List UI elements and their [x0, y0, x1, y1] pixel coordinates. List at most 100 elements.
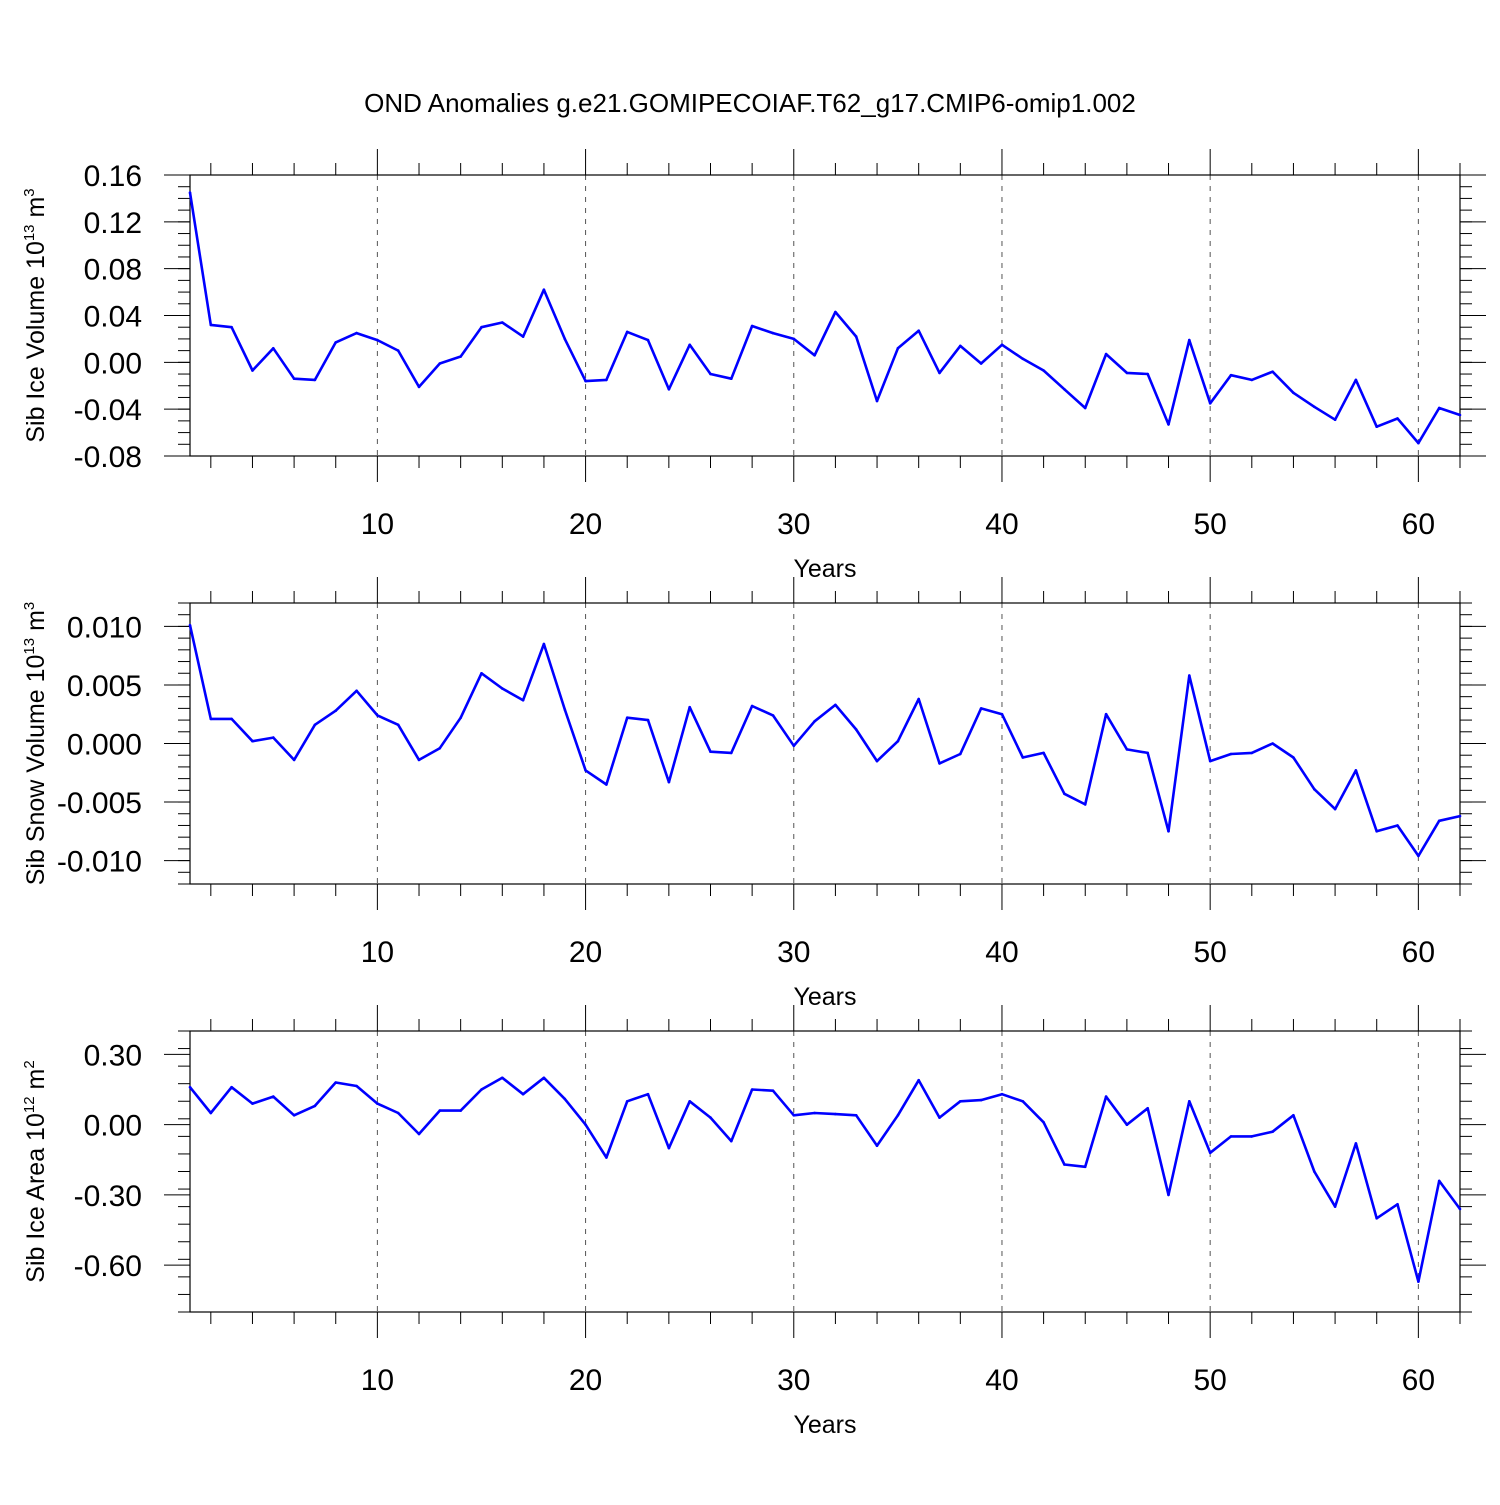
chart-title: OND Anomalies g.e21.GOMIPECOIAF.T62_g17.… — [364, 88, 1136, 118]
data-point — [396, 349, 400, 352]
data-point — [376, 714, 379, 717]
x-tick-label: 10 — [361, 508, 394, 541]
data-point — [771, 331, 775, 335]
data-point — [376, 1102, 379, 1105]
x-tick-label: 60 — [1402, 1364, 1435, 1397]
data-point — [771, 714, 775, 717]
data-point — [1208, 1151, 1212, 1155]
data-point — [417, 758, 421, 762]
data-point — [1083, 1165, 1087, 1169]
data-point — [938, 1116, 941, 1119]
data-point — [438, 1109, 442, 1112]
data-point — [667, 780, 671, 784]
y-tick-label: -0.08 — [74, 441, 142, 474]
data-point — [854, 335, 858, 338]
data-point — [1333, 1205, 1337, 1208]
y-tick-label: -0.60 — [74, 1250, 142, 1283]
y-tick-label: -0.010 — [57, 846, 142, 879]
y-tick-label: 0.04 — [84, 301, 142, 334]
data-point — [459, 1109, 463, 1112]
data-point — [1375, 425, 1378, 429]
data-point — [938, 762, 941, 765]
data-point — [979, 362, 983, 365]
data-point — [313, 1104, 317, 1108]
series-line-sib-ice-volume — [188, 192, 1461, 445]
y-tick-label: 0.005 — [67, 670, 142, 703]
data-point — [813, 1111, 816, 1115]
data-point — [292, 1114, 296, 1117]
data-point — [1375, 830, 1378, 833]
data-point — [563, 337, 567, 341]
data-point — [1063, 792, 1066, 796]
data-point — [1146, 372, 1149, 376]
data-point — [521, 1092, 525, 1096]
x-tick-label: 20 — [569, 936, 602, 969]
data-point — [1104, 352, 1108, 356]
data-point — [188, 191, 192, 194]
data-point — [959, 1100, 962, 1103]
data-point — [355, 689, 358, 693]
data-point — [251, 369, 254, 372]
data-point — [542, 1076, 546, 1080]
panel-2: 10 20 30 40 50 60 -0.010 -0.005 0.000 0.005 0.010 Y… — [21, 577, 1486, 1011]
x-tick-label: 20 — [569, 508, 602, 541]
data-point — [1333, 807, 1337, 811]
x-tick-label: 30 — [777, 508, 810, 541]
data-point — [1125, 371, 1129, 375]
data-point — [1188, 674, 1191, 677]
data-point — [501, 687, 504, 690]
data-point — [813, 720, 816, 723]
data-point — [1271, 742, 1274, 745]
data-point — [563, 708, 567, 711]
data-point — [1458, 1207, 1462, 1211]
data-point — [1188, 338, 1191, 342]
data-point — [1083, 803, 1087, 806]
data-point — [917, 1078, 920, 1082]
x-tick-label: 10 — [361, 1364, 394, 1397]
data-point — [1292, 391, 1295, 395]
data-point — [1021, 1100, 1025, 1103]
data-point — [230, 1085, 233, 1089]
data-point — [1354, 769, 1358, 772]
data-point — [1000, 343, 1004, 347]
data-point — [896, 739, 900, 743]
data-point — [501, 1076, 504, 1080]
data-point — [376, 338, 379, 342]
data-point — [521, 698, 525, 702]
data-point — [1417, 441, 1420, 445]
data-point — [875, 1144, 879, 1147]
data-point — [750, 324, 754, 328]
data-point — [1146, 751, 1149, 755]
data-point — [1188, 1100, 1191, 1103]
x-tick-label: 10 — [361, 936, 394, 969]
data-point — [1042, 369, 1045, 372]
data-point — [959, 752, 962, 756]
data-point — [1125, 748, 1129, 751]
y-axis-label: Sib Snow Volume 1013 m3 — [21, 602, 50, 886]
data-point — [584, 1123, 587, 1126]
data-point — [1104, 1095, 1108, 1098]
data-point — [1250, 1135, 1254, 1138]
data-point — [1250, 751, 1254, 755]
data-point — [875, 759, 879, 763]
data-point — [396, 723, 400, 727]
data-point — [1021, 756, 1025, 759]
data-point — [1208, 402, 1212, 405]
data-point — [209, 1111, 213, 1115]
data-point — [188, 623, 192, 627]
data-point — [688, 705, 691, 709]
data-point — [1313, 1170, 1316, 1173]
data-point — [272, 736, 275, 739]
data-point — [917, 329, 920, 333]
data-point — [1229, 1135, 1233, 1138]
data-point — [1396, 417, 1399, 420]
y-tick-label: 0.16 — [84, 160, 142, 193]
x-tick-label: 60 — [1402, 508, 1435, 541]
data-point — [625, 1100, 629, 1103]
y-axis-label-exponent: 13 — [21, 224, 38, 241]
data-point — [1417, 1280, 1420, 1283]
y-axis-label-exponent: 12 — [21, 1096, 38, 1113]
y-axis-label-unit: m — [22, 1069, 50, 1097]
data-point — [313, 723, 317, 727]
